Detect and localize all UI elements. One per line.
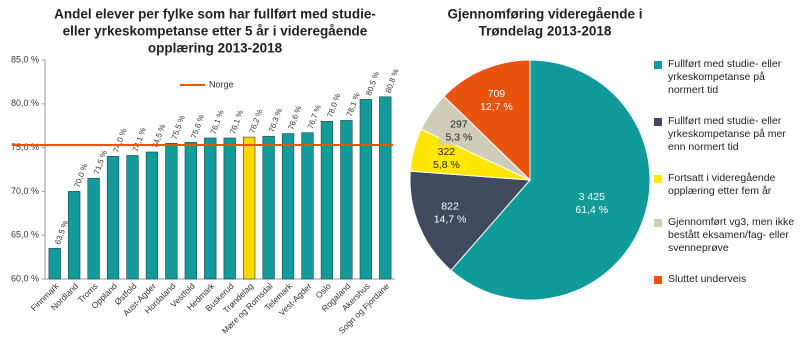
label-box (430, 198, 471, 227)
bar (223, 137, 236, 280)
y-tick-label: 60,0 % (11, 273, 39, 283)
legend-label: Norge (209, 79, 234, 89)
chart-title: Andel elever per fylke som har fullført … (54, 7, 376, 22)
percent-label: 5,8 % (433, 159, 460, 171)
value-label: 74,0 % (111, 127, 128, 153)
bar (281, 133, 295, 280)
percent-label: 5,3 % (445, 132, 472, 144)
legend-item: Gjennomført vg3, men ikke bestått eksame… (654, 216, 796, 255)
legend-item: Sluttet underveis (654, 273, 796, 286)
value-label: 822 (441, 201, 459, 213)
legend-label: Fortsatt i videregående opplæring etter … (668, 172, 776, 197)
legend-swatch (654, 175, 662, 183)
chart-title: opplæring 2013-2018 (148, 41, 283, 56)
bar (145, 151, 159, 280)
legend-swatch (654, 61, 662, 69)
value-label: 78,0 % (325, 92, 342, 118)
label-box (476, 86, 517, 115)
value-label: 80,8 % (384, 68, 401, 94)
value-label: 76,1 % (228, 109, 245, 135)
value-label: 76,7 % (306, 104, 323, 130)
value-label: 63,5 % (53, 219, 70, 245)
percent-label: 12,7 % (480, 101, 513, 113)
value-label: 71,5 % (92, 149, 109, 175)
percent-label: 61,4 % (575, 204, 608, 216)
legend-label: Gjennomført vg3, men ikke bestått eksame… (668, 216, 795, 254)
value-label: 76,2 % (248, 108, 265, 134)
value-label: 80,5 % (364, 70, 381, 96)
pie-slice (450, 59, 651, 301)
bar (184, 142, 197, 280)
chart-title: Trøndelag 2013-2018 (479, 24, 612, 39)
value-label: 70,0 % (73, 162, 90, 188)
value-label: 78,1 % (345, 91, 362, 117)
label-box (426, 144, 467, 173)
bar (106, 156, 120, 280)
legend-item: Fullført med studie- eller yrkeskompetan… (654, 115, 796, 154)
legend-item: Fullført med studie- eller yrkeskompetan… (654, 58, 796, 97)
chart-title: eller yrkeskompetanse etter 5 år i vider… (63, 24, 368, 39)
legend-swatch (654, 276, 662, 284)
legend-item: Fortsatt i videregående opplæring etter … (654, 172, 796, 198)
bar (379, 96, 392, 280)
y-tick-label: 70,0 % (11, 186, 39, 196)
value-label: 76,3 % (267, 107, 284, 133)
chart-title: Gjennomføring videregående i (447, 7, 642, 22)
bar (359, 99, 372, 280)
value-label: 709 (488, 88, 506, 100)
bar (165, 142, 178, 280)
bar (204, 137, 217, 280)
bar (126, 155, 139, 280)
value-label: 76,1 % (209, 109, 226, 135)
bar (301, 132, 314, 280)
bar (340, 120, 353, 280)
value-label: 75,6 % (189, 113, 206, 139)
y-tick-label: 85,0 % (11, 54, 39, 64)
legend-label: Fullført med studie- eller yrkeskompetan… (668, 58, 782, 96)
y-tick-label: 75,0 % (11, 142, 39, 152)
value-label: 297 (450, 119, 468, 131)
value-label: 76,6 % (286, 105, 303, 131)
label-box (571, 189, 612, 218)
bar (320, 121, 334, 280)
bar (48, 248, 61, 280)
bar (262, 135, 275, 280)
legend: Fullført med studie- eller yrkeskompetan… (654, 58, 796, 304)
value-label: 74,1 % (131, 126, 148, 152)
legend-label: Sluttet underveis (668, 273, 747, 285)
value-label: 322 (438, 146, 456, 158)
legend-swatch (654, 118, 662, 126)
y-tick-label: 80,0 % (11, 98, 39, 108)
y-tick-label: 65,0 % (11, 230, 39, 240)
bar (87, 177, 100, 280)
value-label: 75,5 % (170, 114, 187, 140)
bar (243, 136, 256, 280)
bar (68, 191, 81, 280)
legend-label: Fullført med studie- eller yrkeskompetan… (668, 115, 786, 153)
value-label: 3 425 (579, 191, 605, 203)
percent-label: 14,7 % (434, 214, 467, 226)
legend-swatch (654, 219, 662, 227)
